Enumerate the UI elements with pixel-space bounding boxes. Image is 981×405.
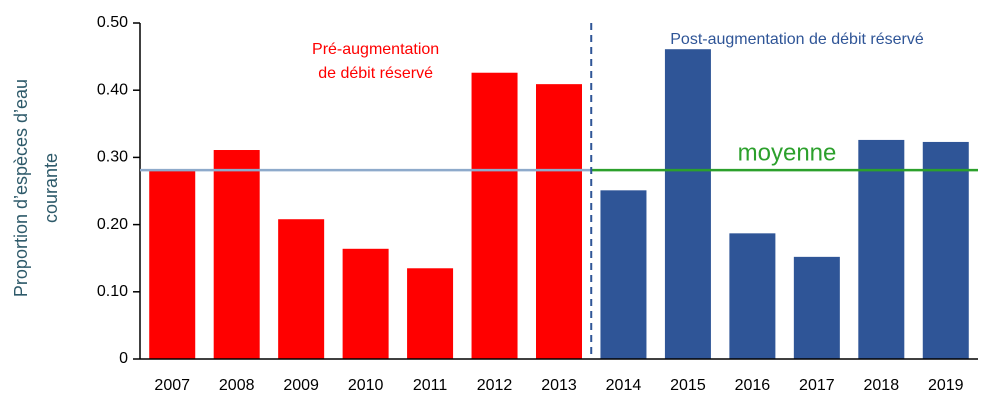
bar	[536, 84, 582, 359]
bar	[858, 139, 905, 359]
bar	[278, 219, 325, 359]
bar	[149, 170, 196, 359]
bar	[213, 150, 260, 359]
bar	[729, 233, 776, 359]
y-axis-label: Proportion d’espèces d’eau	[11, 79, 31, 297]
x-tick-label: 2019	[928, 377, 964, 394]
bar	[342, 248, 389, 359]
x-tick-label: 2018	[864, 377, 900, 394]
y-tick-label: 0.50	[97, 14, 128, 31]
x-tick-label: 2011	[413, 377, 448, 394]
x-tick-label: 2014	[606, 377, 642, 394]
annotation: moyenne	[738, 139, 837, 166]
x-tick-label: 2013	[541, 377, 577, 394]
x-tick-label: 2015	[670, 377, 706, 394]
annotation: Pré-augmentation	[312, 41, 439, 58]
y-tick-label: 0	[119, 350, 128, 367]
bar	[600, 190, 647, 359]
annotation: Post-augmentation de débit réservé	[670, 31, 924, 48]
bar	[793, 256, 840, 359]
bar	[664, 49, 711, 359]
bar	[471, 72, 518, 359]
bar	[922, 141, 969, 359]
y-tick-label: 0.40	[97, 81, 128, 98]
x-tick-label: 2012	[477, 377, 513, 394]
y-axis-label: courante	[41, 153, 61, 223]
x-tick-label: 2016	[735, 377, 771, 394]
y-tick-label: 0.20	[97, 216, 128, 233]
x-tick-label: 2008	[219, 377, 255, 394]
x-tick-label: 2007	[154, 377, 190, 394]
annotation: de débit réservé	[318, 65, 433, 82]
x-tick-label: 2010	[348, 377, 384, 394]
x-tick-label: 2009	[283, 377, 319, 394]
x-tick-label: 2017	[799, 377, 835, 394]
y-tick-label: 0.10	[97, 283, 128, 300]
bar	[407, 268, 454, 359]
y-tick-label: 0.30	[97, 149, 128, 166]
